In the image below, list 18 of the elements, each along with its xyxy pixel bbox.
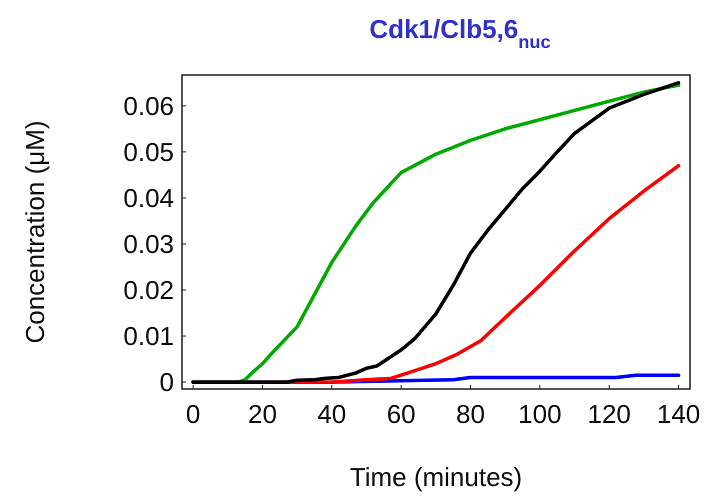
x-tick-label: 20 <box>248 399 277 429</box>
y-tick-label: 0.05 <box>123 136 174 167</box>
x-tick-label: 140 <box>656 399 700 429</box>
y-tick-label: 0.02 <box>123 275 174 306</box>
y-tick-label: 0.03 <box>123 228 174 259</box>
x-tick-label: 60 <box>386 399 416 429</box>
y-tick-label: 0 <box>160 367 174 398</box>
chart-title: Cdk1/Clb5,6$_{nuc}$ <box>369 14 551 52</box>
y-axis-title: Concentration (μM) <box>20 120 50 344</box>
x-tick-label: 0 <box>186 399 200 429</box>
x-tick-label: 40 <box>317 399 346 429</box>
x-tick-label: 80 <box>456 399 485 429</box>
y-tick-label: 0.04 <box>123 182 174 213</box>
x-axis-title: Time (minutes) <box>350 462 522 492</box>
y-tick-label: 0.01 <box>123 321 174 352</box>
x-tick-label: 120 <box>588 399 631 429</box>
y-tick-label: 0.06 <box>123 90 174 121</box>
x-tick-label: 100 <box>518 399 562 429</box>
